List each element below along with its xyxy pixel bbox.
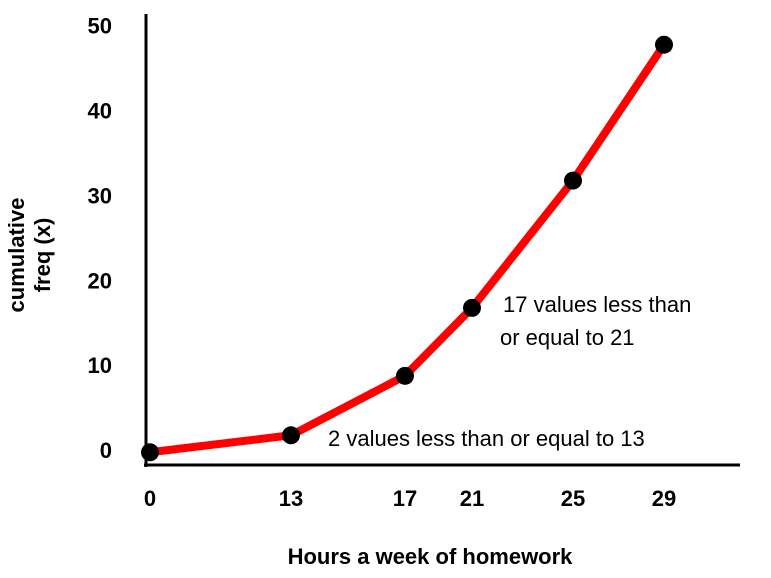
line — [146, 40, 668, 457]
y-axis-title-line: cumulative — [4, 198, 29, 313]
annotation: 2 values less than or equal to 13 — [328, 426, 645, 451]
y-tick-label: 20 — [88, 268, 112, 293]
x-tick-label: 17 — [393, 486, 417, 511]
annotation: 17 values less than — [503, 292, 691, 317]
y-axis-title: cumulative freq (x) — [4, 198, 55, 313]
point — [564, 171, 582, 190]
x-axis-title: Hours a week of homework — [288, 544, 574, 569]
x-tick-label: 29 — [652, 486, 676, 511]
y-tick-label: 10 — [88, 353, 112, 378]
x-tick-label: 25 — [561, 486, 585, 511]
x-tick-label: 0 — [144, 486, 156, 511]
point — [396, 366, 414, 385]
annotation: or equal to 21 — [500, 325, 635, 350]
point — [282, 426, 300, 445]
x-tick-label: 13 — [279, 486, 303, 511]
y-tick-label: 30 — [88, 183, 112, 208]
y-axis-title-line: freq (x) — [30, 218, 55, 293]
y-tick-label: 0 — [100, 438, 112, 463]
point — [141, 443, 159, 462]
point — [463, 298, 481, 317]
x-tick-label: 21 — [460, 486, 484, 511]
y-tick-label: 40 — [88, 98, 112, 123]
y-tick-label: 50 — [88, 14, 112, 39]
point — [655, 35, 673, 54]
